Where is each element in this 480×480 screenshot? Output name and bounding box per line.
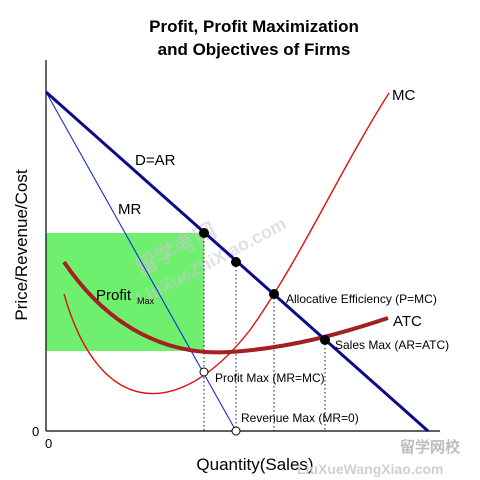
- atc-curve: [62, 260, 389, 355]
- watermark-corner-cn: 留学网校: [400, 438, 461, 456]
- point-allocative-efficiency: [269, 289, 279, 299]
- mc-curve: [63, 92, 390, 395]
- x-axis-label: Quantity(Sales): [196, 455, 313, 474]
- profit-area: [46, 233, 204, 351]
- label-profit: Profit: [96, 287, 132, 304]
- price-point-revenue-max: [231, 257, 241, 267]
- label-atc: ATC: [393, 313, 422, 330]
- label-mr: MR: [118, 201, 141, 218]
- x-origin-label: 0: [45, 436, 52, 451]
- label-allocative-efficiency: Allocative Efficiency (P=MC): [286, 292, 437, 306]
- label-profit-max: Profit Max (MR=MC): [215, 371, 325, 385]
- point-revenue-max: [231, 426, 241, 436]
- label-demand: D=AR: [135, 152, 176, 169]
- chart-title-line1: Profit, Profit Maximization: [149, 17, 359, 36]
- point-profit-max: [199, 367, 209, 377]
- label-mc: MC: [392, 87, 415, 104]
- point-sales-max: [320, 335, 330, 345]
- chart-title-line2: and Objectives of Firms: [158, 40, 351, 59]
- price-point-profit-max: [199, 228, 209, 238]
- label-profit-subscript: Max: [137, 296, 155, 306]
- y-origin-label: 0: [32, 424, 39, 439]
- label-sales-max: Sales Max (AR=ATC): [335, 338, 449, 352]
- label-revenue-max: Revenue Max (MR=0): [241, 411, 359, 425]
- y-axis-label: Price/Revenue/Cost: [12, 169, 31, 320]
- watermark-corner-en: LiuXueWangXiao.com: [297, 461, 444, 477]
